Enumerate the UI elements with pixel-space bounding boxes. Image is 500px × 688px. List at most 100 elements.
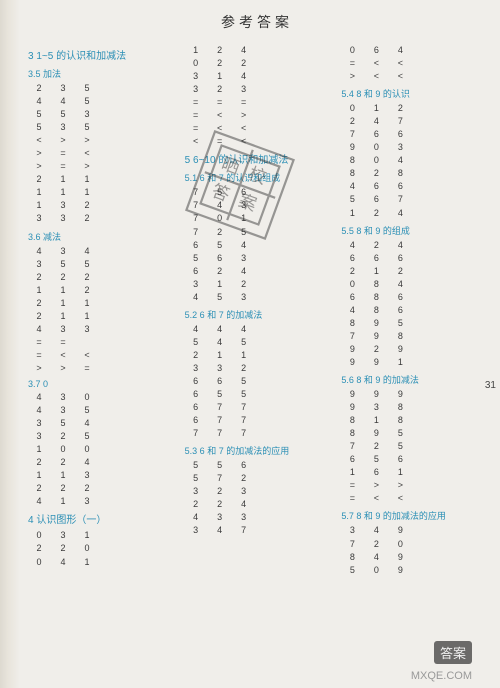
answer-cell: 3 (191, 278, 201, 291)
answer-cell: 3 (395, 141, 405, 154)
answer-cell: 1 (82, 297, 92, 310)
answer-cell: 5 (239, 375, 249, 388)
answer-cell: 5 (58, 417, 68, 430)
answer-cell: 0 (191, 57, 201, 70)
page-title: 参考答案 (28, 12, 486, 32)
answer-cell: 5 (58, 258, 68, 271)
answer-cell: 2 (34, 297, 44, 310)
answer-cell: 1 (58, 495, 68, 508)
answer-cell: 3 (58, 121, 68, 134)
answer-row: 354 (28, 417, 173, 430)
answer-cell: 9 (347, 356, 357, 369)
column-1: 124022314323====<>=<<<=<5 6~10 的认识和加减法5.… (185, 44, 330, 577)
answer-cell: 2 (239, 362, 249, 375)
answer-cell: 1 (215, 70, 225, 83)
answer-cell: 5 (347, 193, 357, 206)
answer-cell: = (347, 479, 357, 492)
answer-cell: 6 (371, 252, 381, 265)
answer-cell: = (215, 96, 225, 109)
answer-cell: 1 (34, 186, 44, 199)
column-2: 064=<<><<5.4 8 和 9 的认识012247766903804828… (341, 44, 486, 577)
answer-row: <>> (28, 134, 173, 147)
answer-cell: < (82, 349, 92, 362)
answer-cell: < (34, 134, 44, 147)
answer-cell: 4 (34, 245, 44, 258)
answer-cell: 7 (395, 115, 405, 128)
answer-cell: 7 (347, 128, 357, 141)
answer-cell: 4 (215, 524, 225, 537)
answer-cell: > (34, 147, 44, 160)
answer-cell: = (191, 109, 201, 122)
answer-row: 572 (185, 472, 330, 485)
answer-cell: 6 (239, 459, 249, 472)
answer-cell: = (347, 492, 357, 505)
subsection-heading: 5.6 8 和 9 的加减法 (341, 373, 486, 386)
answer-cell: 7 (215, 414, 225, 427)
answer-cell: 4 (371, 115, 381, 128)
subsection-heading: 5.5 8 和 9 的组成 (341, 224, 486, 237)
answer-cell: 3 (239, 291, 249, 304)
answer-row: 064 (341, 44, 486, 57)
answer-cell: 2 (82, 199, 92, 212)
answer-cell: 4 (215, 323, 225, 336)
answer-row: 903 (341, 141, 486, 154)
answer-cell: 6 (215, 375, 225, 388)
answer-cell: < (215, 109, 225, 122)
answer-cell: 1 (82, 529, 92, 542)
answer-cell: 2 (215, 44, 225, 57)
answer-row: 212 (341, 265, 486, 278)
answer-row: 347 (185, 524, 330, 537)
answer-cell: 4 (239, 70, 249, 83)
answer-cell: 6 (395, 304, 405, 317)
answer-row: >=< (28, 147, 173, 160)
answer-row: 124 (185, 44, 330, 57)
answer-cell: 3 (239, 511, 249, 524)
answer-cell: 4 (34, 391, 44, 404)
answer-cell: 5 (215, 186, 225, 199)
answer-row: 567 (341, 193, 486, 206)
column-0: 3 1~5 的认识和加减法3.5 加法235445553535<>>>=<>=>… (28, 44, 173, 577)
answer-cell: > (82, 160, 92, 173)
answer-cell: 4 (34, 495, 44, 508)
answer-cell: 5 (215, 291, 225, 304)
answer-row: 938 (341, 401, 486, 414)
answer-cell: = (347, 57, 357, 70)
answer-cell: 6 (395, 291, 405, 304)
answer-cell: 4 (371, 524, 381, 537)
answer-cell: 0 (347, 44, 357, 57)
answer-row: 332 (185, 362, 330, 375)
answer-cell: 3 (82, 108, 92, 121)
answer-row: 545 (185, 336, 330, 349)
answer-cell: 0 (371, 154, 381, 167)
answer-cell: 2 (34, 542, 44, 555)
answer-cell: 3 (191, 70, 201, 83)
answer-cell: 6 (371, 193, 381, 206)
page-container: 参考答案 3 1~5 的认识和加减法3.5 加法235445553535<>>>… (0, 0, 500, 688)
answer-cell: 8 (395, 401, 405, 414)
answer-row: 012 (341, 102, 486, 115)
answer-row: 655 (185, 388, 330, 401)
answer-cell: 2 (239, 57, 249, 70)
answer-row: 849 (341, 551, 486, 564)
answer-cell: 9 (371, 427, 381, 440)
answer-cell: 4 (395, 239, 405, 252)
answer-cell: 5 (82, 430, 92, 443)
answer-row: 325 (28, 430, 173, 443)
subsection-heading: 5.4 8 和 9 的认识 (341, 87, 486, 100)
answer-cell: 5 (395, 427, 405, 440)
answer-row: 444 (185, 323, 330, 336)
answer-cell: 2 (215, 265, 225, 278)
answer-cell: 1 (215, 349, 225, 362)
answer-cell: 7 (347, 330, 357, 343)
answer-cell: 2 (215, 485, 225, 498)
answer-cell: 2 (215, 83, 225, 96)
answer-cell: 1 (34, 284, 44, 297)
answer-cell: 2 (371, 207, 381, 220)
answer-cell: < (239, 135, 249, 148)
answer-row: 453 (185, 291, 330, 304)
answer-cell: 9 (371, 356, 381, 369)
subsection-heading: 3.7 0 (28, 379, 173, 389)
answer-row: 211 (28, 297, 173, 310)
answer-row: 041 (28, 556, 173, 569)
answer-cell: 6 (395, 453, 405, 466)
